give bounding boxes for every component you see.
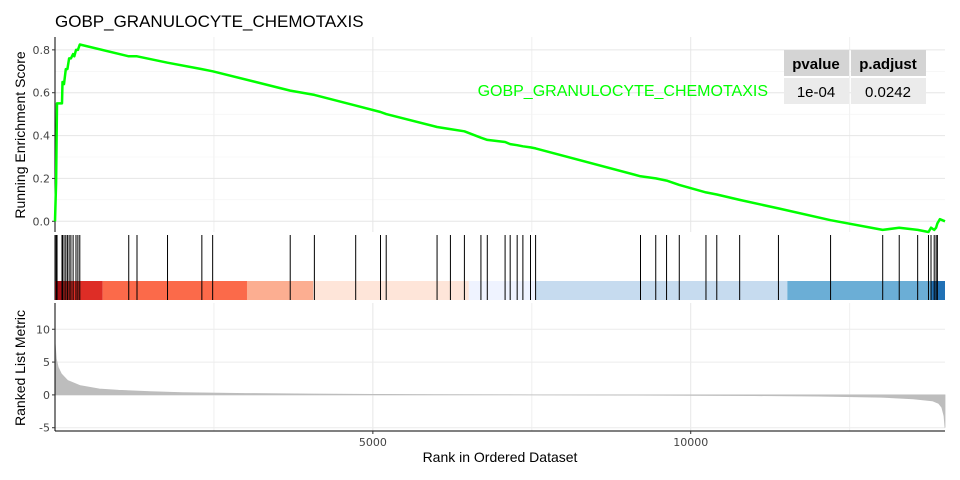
x-axis-label: Rank in Ordered Dataset [423,449,578,465]
table-header-padjust: p.adjust [859,56,917,73]
hits-panel [54,235,945,300]
ranked-metric-panel: -5 0 5 10 5000 10000 [36,303,946,449]
ranked-metric-area [54,342,946,428]
chart-title: GOBP_GRANULOCYTE_CHEMOTAXIS [55,12,364,31]
table-cell [784,78,849,104]
y-tick-label: 0 [43,389,50,402]
ranked-y-axis-label: Ranked List Metric [12,310,28,426]
y-tick-label: 0.8 [33,44,51,57]
table-value-pvalue: 1e-04 [797,84,835,101]
color-bar-segment [61,281,103,300]
enrichment-y-axis-label: Running Enrichment Score [12,51,28,219]
color-bar-segment [313,281,469,300]
color-bar-segment [535,281,788,300]
y-tick-label: 0.6 [33,87,51,100]
table-header-cell [851,50,926,76]
series-label: GOBP_GRANULOCYTE_CHEMOTAXIS [478,83,768,100]
y-tick-label: 10 [36,323,50,336]
y-tick-label: 0.4 [33,130,51,143]
color-bar-segment [468,281,536,300]
table-header-pvalue: pvalue [792,56,840,73]
color-bar-segment [931,281,945,300]
stats-table: pvalue p.adjust 1e-04 0.0242 [784,50,926,104]
color-bar-segment [55,281,62,300]
enrichment-score-line [53,43,946,234]
color-bar-segment [787,281,932,300]
enrichment-panel: 0.0 0.2 0.4 0.6 0.8 [33,37,946,234]
y-tick-label: 0.0 [33,215,51,228]
table-value-padjust: 0.0242 [865,84,911,101]
x-tick-label: 10000 [673,436,708,449]
y-tick-label: 5 [43,356,50,369]
x-tick-label: 5000 [359,436,387,449]
color-bar-segment [246,281,314,300]
table-header-cell [784,50,849,76]
table-cell [851,78,926,104]
y-tick-label: -5 [39,422,50,435]
y-tick-label: 0.2 [33,172,51,185]
color-bar-segment [102,281,247,300]
